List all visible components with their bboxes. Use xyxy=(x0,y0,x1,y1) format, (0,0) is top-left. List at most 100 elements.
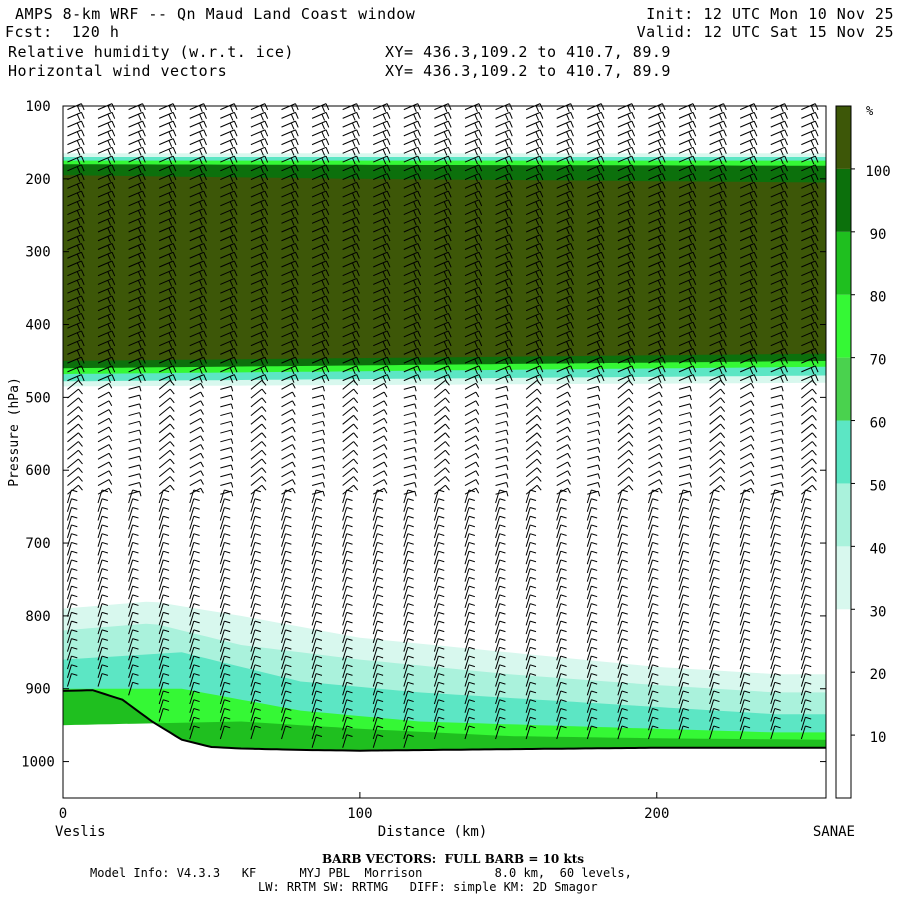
wind-barb xyxy=(770,225,785,233)
wind-barb-feather xyxy=(203,304,207,312)
wind-barb xyxy=(648,356,663,364)
wind-barb-feather xyxy=(76,183,81,191)
wind-barb-feather xyxy=(295,217,299,224)
wind-barb-feather xyxy=(71,541,78,545)
wind-barb-feather xyxy=(233,348,238,355)
wind-barb-feather xyxy=(413,262,417,270)
wind-barb-feather xyxy=(447,243,452,250)
wind-barb xyxy=(587,225,602,233)
wind-barb-feather xyxy=(132,585,139,589)
wind-barb-feather xyxy=(108,418,113,424)
wind-barb-feather xyxy=(193,524,200,528)
wind-barb-feather xyxy=(535,175,540,182)
wind-barb xyxy=(556,620,562,635)
colorbar-tick-label: 80 xyxy=(870,290,887,306)
wind-barb xyxy=(709,199,724,207)
wind-barb-feather xyxy=(567,488,571,494)
wind-barb-feather xyxy=(163,568,170,571)
wind-barb xyxy=(220,208,235,215)
wind-barb-feather xyxy=(142,339,146,347)
wind-barb-feather xyxy=(811,484,817,491)
wind-barb xyxy=(464,243,480,250)
wind-barb-feather xyxy=(475,461,480,468)
wind-barb-feather xyxy=(539,182,544,189)
wind-barb xyxy=(373,120,388,128)
wind-barb xyxy=(495,312,510,320)
wind-barb-feather xyxy=(438,681,445,685)
wind-barb-feather xyxy=(260,157,264,165)
wind-barb xyxy=(281,461,293,469)
wind-barb xyxy=(617,647,623,661)
wind-barb-feather xyxy=(774,638,781,641)
wind-barb xyxy=(587,278,602,285)
wind-barb-feather xyxy=(621,646,628,650)
wind-barb xyxy=(801,234,816,242)
wind-barb-feather xyxy=(662,234,666,242)
wind-barb-feather xyxy=(662,304,666,312)
wind-barb-feather xyxy=(414,403,417,409)
wind-barb xyxy=(128,225,143,233)
wind-barb-feather xyxy=(295,365,299,373)
wind-barb-feather xyxy=(591,708,598,711)
wind-barb-feather xyxy=(71,629,78,633)
wind-barb-feather xyxy=(163,681,170,685)
wind-barb-feather xyxy=(652,541,659,545)
wind-barb-feather xyxy=(76,175,81,182)
wind-barb xyxy=(189,708,195,722)
wind-barb-feather xyxy=(475,409,480,415)
wind-barb-feather xyxy=(780,218,784,226)
wind-barb xyxy=(525,414,538,425)
wind-barb-feather xyxy=(689,473,692,479)
wind-barb-feather xyxy=(478,269,483,277)
wind-barb-feather xyxy=(718,253,723,261)
wind-barb-feather xyxy=(200,418,204,424)
wind-barb xyxy=(158,568,164,582)
wind-barb-feather xyxy=(407,673,414,676)
wind-barb xyxy=(373,278,388,285)
wind-barb xyxy=(128,365,143,373)
wind-barb xyxy=(403,260,419,268)
wind-barb-feather xyxy=(447,321,452,329)
wind-barb-feather xyxy=(352,175,356,182)
wind-barb xyxy=(800,542,806,556)
wind-barb-feather xyxy=(621,559,628,563)
wind-barb-feather xyxy=(413,245,417,252)
wind-barb-feather xyxy=(356,321,360,329)
wind-barb-feather xyxy=(560,515,567,519)
wind-barb xyxy=(464,330,480,338)
wind-barb xyxy=(464,487,477,495)
wind-barb xyxy=(586,533,592,547)
wind-barb xyxy=(617,612,623,626)
wind-barb-feather xyxy=(570,356,574,364)
wind-barb-feather xyxy=(600,252,605,259)
wind-barb-feather xyxy=(107,323,111,331)
wind-barb xyxy=(403,138,419,146)
wind-barb-feather xyxy=(193,664,200,668)
wind-barb-feather xyxy=(199,192,203,200)
wind-barb xyxy=(158,449,171,460)
wind-barb-feather xyxy=(107,280,111,287)
wind-barb-feather xyxy=(352,341,356,348)
wind-barb-feather xyxy=(229,280,234,287)
wind-barb-feather xyxy=(386,313,391,320)
wind-barb-feather xyxy=(290,306,295,313)
wind-barb-feather xyxy=(539,217,544,224)
wind-barb-feather xyxy=(142,199,146,207)
wind-barb-feather xyxy=(417,147,421,154)
wind-barb xyxy=(219,699,225,713)
wind-barb-feather xyxy=(723,278,727,285)
wind-barb xyxy=(342,138,357,146)
wind-barb-feather xyxy=(76,323,81,331)
wind-barb xyxy=(373,251,388,259)
wind-barb xyxy=(220,420,232,425)
wind-barb-feather xyxy=(631,313,636,320)
wind-barb xyxy=(617,216,633,224)
wind-barb-feather xyxy=(718,367,723,375)
wind-barb xyxy=(97,426,110,434)
wind-barb-feather xyxy=(108,453,113,459)
wind-barb xyxy=(67,260,82,268)
wind-barb-feather xyxy=(659,470,663,476)
wind-barb xyxy=(342,103,357,111)
wind-barb-feather xyxy=(386,182,391,189)
wind-barb xyxy=(250,467,263,478)
